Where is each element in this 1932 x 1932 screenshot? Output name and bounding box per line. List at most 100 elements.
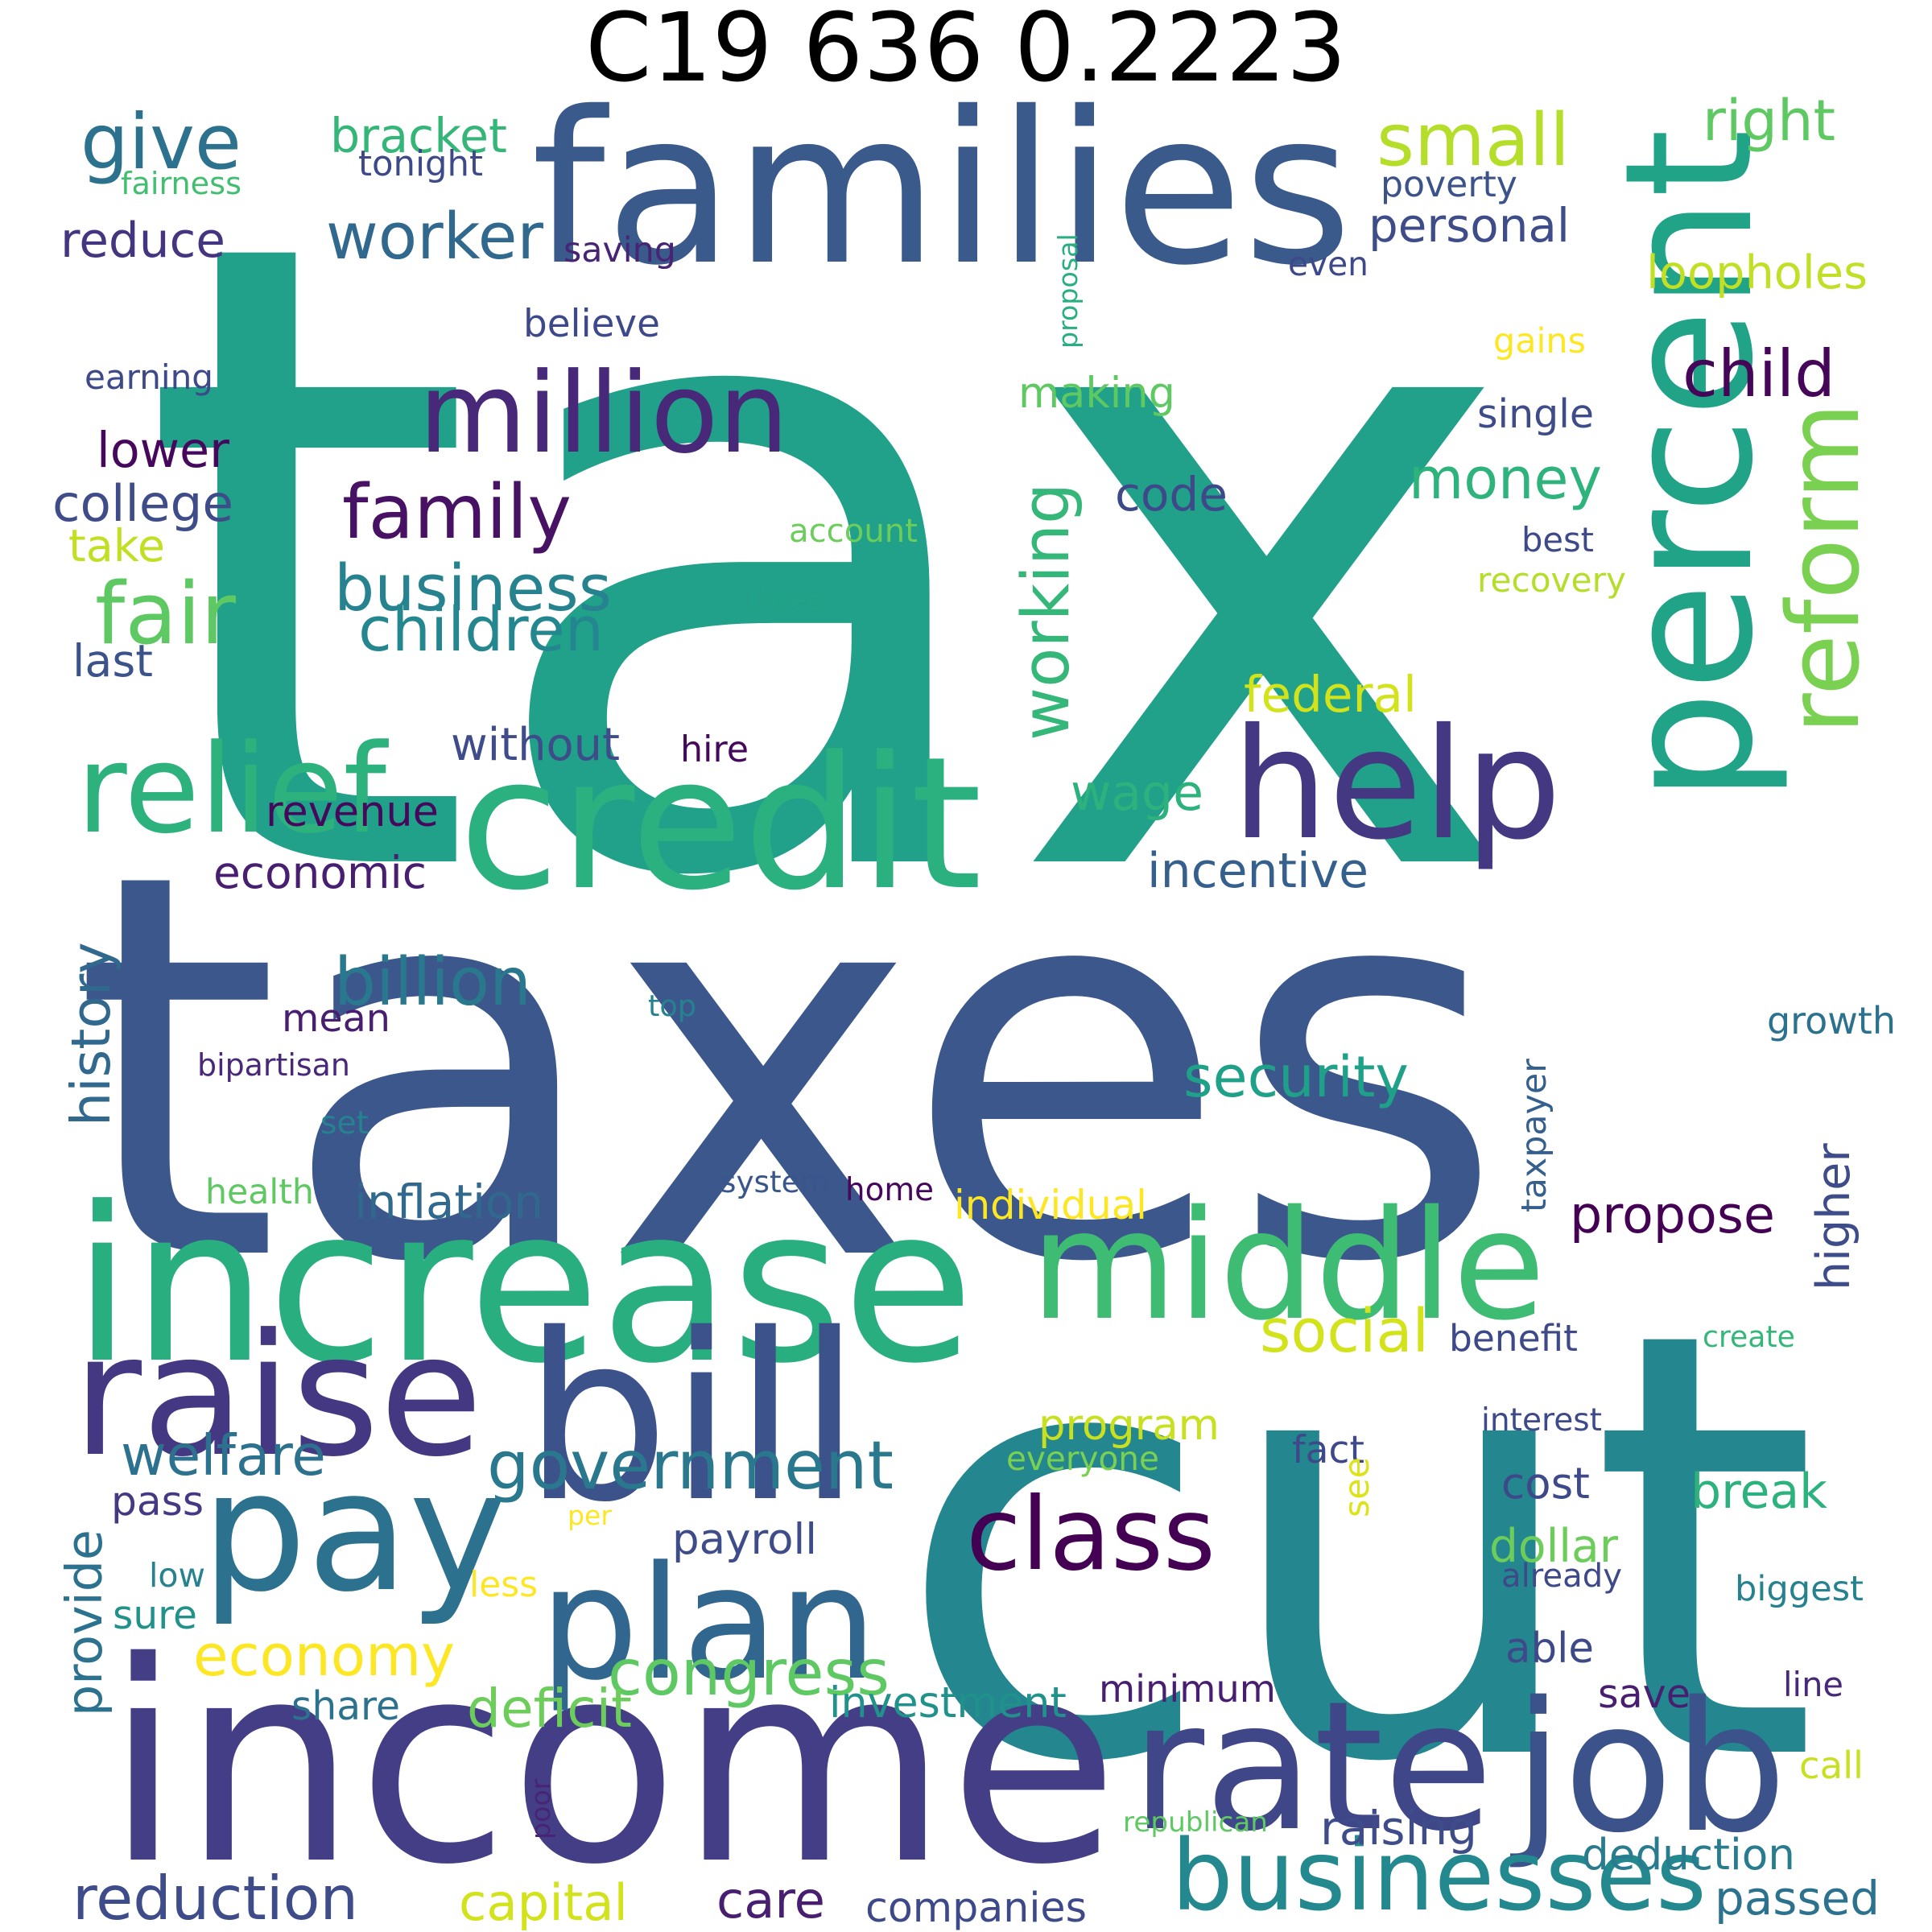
cloud-word-last: last: [72, 636, 153, 687]
cloud-word-children: children: [358, 593, 604, 665]
cloud-word-incentive: incentive: [1147, 843, 1368, 899]
cloud-word-loopholes: loopholes: [1646, 246, 1868, 299]
cloud-word-history: history: [60, 942, 122, 1126]
cloud-word-fairness: fairness: [121, 167, 242, 202]
cloud-word-taxes: taxes: [72, 762, 1505, 1378]
cloud-word-save: save: [1598, 1670, 1690, 1717]
cloud-word-tax: tax: [137, 57, 1521, 1067]
cloud-word-economic: economic: [213, 847, 427, 898]
cloud-word-pass: pass: [111, 1477, 204, 1525]
cloud-word-home: home: [845, 1172, 934, 1208]
cloud-word-taxpayer: taxpayer: [1514, 1059, 1554, 1212]
cloud-word-less: less: [469, 1564, 538, 1605]
cloud-word-able: able: [1505, 1624, 1594, 1673]
cloud-word-business: business: [334, 551, 612, 625]
cloud-word-low: low: [149, 1556, 205, 1595]
cloud-word-child: child: [1682, 336, 1835, 411]
cloud-word-top: top: [648, 989, 696, 1023]
cloud-word-working: working: [1009, 483, 1084, 741]
cloud-word-wage: wage: [1071, 764, 1203, 822]
cloud-word-deduction: deduction: [1582, 1830, 1795, 1880]
cloud-word-investment: investment: [829, 1679, 1067, 1728]
cloud-word-increase: increase: [72, 1161, 974, 1410]
cloud-word-account: account: [789, 513, 918, 550]
cloud-word-call: call: [1799, 1744, 1864, 1787]
cloud-word-program: program: [1038, 1401, 1220, 1450]
cloud-word-growth: growth: [1767, 999, 1896, 1042]
cloud-word-create: create: [1703, 1319, 1795, 1354]
cloud-word-biggest: biggest: [1735, 1569, 1864, 1609]
cloud-word-see: see: [1337, 1457, 1377, 1517]
cloud-word-minimum: minimum: [1099, 1667, 1276, 1711]
cloud-word-bipartisan: bipartisan: [197, 1047, 350, 1083]
cloud-word-plan: plan: [539, 1532, 877, 1715]
cloud-word-payroll: payroll: [672, 1515, 817, 1564]
cloud-word-raise: raise: [72, 1298, 483, 1494]
cloud-word-small: small: [1377, 98, 1570, 183]
cloud-word-without: without: [451, 719, 620, 771]
cloud-word-reform: reform: [1766, 402, 1882, 734]
cloud-word-three: three: [749, 584, 825, 617]
cloud-word-break: break: [1690, 1463, 1827, 1520]
cloud-word-federal: federal: [1244, 667, 1417, 724]
cloud-word-propose: propose: [1570, 1185, 1775, 1245]
cloud-word-money: money: [1409, 446, 1602, 512]
cloud-word-job: job: [1513, 1663, 1787, 1872]
chart-title: C19 636 0.2223: [585, 0, 1347, 103]
cloud-word-dollar: dollar: [1489, 1520, 1618, 1573]
cloud-word-system: system: [720, 1164, 829, 1199]
cloud-word-making: making: [1018, 369, 1175, 418]
cloud-word-give: give: [80, 98, 242, 187]
cloud-word-gains: gains: [1493, 321, 1586, 361]
cloud-word-security: security: [1183, 1044, 1409, 1110]
cloud-word-raising: raising: [1320, 1801, 1477, 1856]
cloud-word-rate: rate: [1131, 1663, 1493, 1871]
cloud-word-businesses: businesses: [1171, 1819, 1707, 1932]
cloud-word-million: million: [419, 349, 789, 478]
cloud-word-take: take: [68, 521, 165, 572]
cloud-word-right: right: [1703, 88, 1835, 154]
cloud-word-sure: sure: [113, 1593, 197, 1638]
cloud-word-welfare: welfare: [121, 1424, 326, 1488]
cloud-word-income: income: [105, 1604, 1119, 1926]
cloud-word-proposal: proposal: [1052, 233, 1084, 349]
cloud-word-capital: capital: [459, 1873, 628, 1932]
cloud-word-interest: interest: [1481, 1402, 1602, 1439]
cloud-word-provide: provide: [56, 1530, 114, 1716]
cloud-word-already: already: [1501, 1558, 1622, 1595]
cloud-word-credit: credit: [459, 717, 982, 931]
cloud-word-fair: fair: [95, 564, 236, 663]
cloud-word-tonight: tonight: [358, 144, 483, 184]
cloud-word-set: set: [320, 1105, 369, 1141]
cloud-word-personal: personal: [1368, 198, 1570, 253]
cloud-word-best: best: [1521, 520, 1594, 559]
cloud-word-government: government: [487, 1426, 894, 1505]
cloud-word-republican: republican: [1123, 1806, 1268, 1839]
cloud-word-believe: believe: [523, 303, 660, 346]
cloud-word-cost: cost: [1501, 1459, 1590, 1509]
cloud-word-reduce: reduce: [60, 213, 225, 269]
cloud-word-middle: middle: [1030, 1179, 1546, 1354]
cloud-word-revenue: revenue: [266, 787, 439, 836]
cloud-word-per: per: [568, 1500, 612, 1531]
cloud-word-passed: passed: [1715, 1871, 1880, 1926]
cloud-word-even: even: [1288, 245, 1368, 283]
cloud-word-billion: billion: [334, 944, 531, 1021]
cloud-word-poverty: poverty: [1381, 164, 1517, 205]
cloud-word-cut: cut: [894, 1208, 1819, 1891]
cloud-word-hire: hire: [680, 729, 749, 770]
cloud-word-fact: fact: [1292, 1428, 1364, 1472]
cloud-word-share: share: [291, 1684, 400, 1729]
cloud-word-inflation: inflation: [354, 1174, 543, 1229]
cloud-word-mean: mean: [282, 997, 390, 1041]
cloud-word-individual: individual: [954, 1182, 1147, 1228]
cloud-word-code: code: [1115, 467, 1228, 522]
cloud-word-family: family: [342, 469, 572, 555]
cloud-word-help: help: [1232, 696, 1562, 873]
cloud-word-college: college: [52, 474, 233, 533]
cloud-word-congress: congress: [608, 1637, 890, 1710]
cloud-word-bill: bill: [523, 1285, 861, 1553]
cloud-word-worker: worker: [326, 200, 543, 274]
cloud-word-earning: earning: [85, 357, 213, 397]
